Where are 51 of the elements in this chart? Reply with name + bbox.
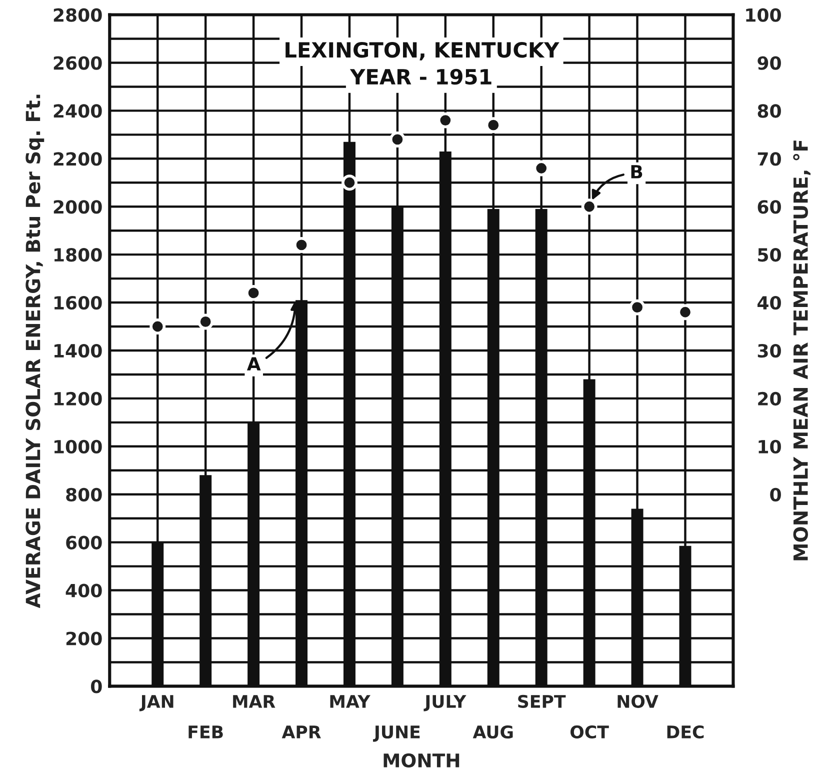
y-tick-label: 0 — [91, 680, 102, 694]
x-tick-label: AUG — [472, 725, 513, 739]
y-tick-label: 2600 — [54, 56, 102, 70]
y2-tick-label: 0 — [770, 488, 781, 502]
x-tick-label: SEPT — [518, 694, 566, 708]
y2-tick-label: 10 — [758, 440, 781, 454]
y-tick-label: 1400 — [54, 344, 102, 358]
y-tick-label: 1600 — [54, 296, 102, 310]
y-axis-title: AVERAGE DAILY SOLAR ENERGY, Btu Per Sq. Ft. — [26, 94, 44, 608]
x-tick-label: JULY — [424, 695, 466, 712]
annotation: B — [631, 165, 642, 178]
x-tick-label: JAN — [139, 695, 174, 712]
point — [629, 299, 646, 316]
y-tick-label: 400 — [66, 584, 102, 598]
x-tick-label: MAR — [233, 695, 276, 708]
point — [198, 314, 214, 330]
annotation: A — [246, 357, 261, 370]
x-tick-label: FEB — [188, 726, 223, 738]
y2-axis-title: MONTHLY MEAN AIR TEMPERATURE, °F — [793, 140, 810, 560]
y-tick-label: 200 — [66, 632, 102, 646]
y2-tick-label: 20 — [758, 392, 781, 406]
y-tick-label: 2400 — [54, 104, 102, 118]
y2-tick-label: 60 — [758, 200, 781, 214]
text: LEXINGTON, KENTUCKY — [286, 42, 560, 60]
y2-tick-label: 70 — [758, 152, 781, 166]
x-tick-label: MAY — [330, 695, 370, 708]
y2-tick-label: 50 — [758, 248, 781, 262]
x-tick-label: JUNE — [373, 726, 420, 742]
point — [389, 131, 406, 148]
y-tick-label: 1800 — [54, 248, 102, 262]
y-tick-label: 800 — [66, 488, 102, 502]
point — [150, 318, 166, 334]
y-tick-label: 2000 — [54, 200, 102, 214]
point — [581, 198, 598, 215]
text: YEAR - 1951 — [350, 68, 492, 85]
point — [342, 174, 358, 191]
x-tick-label: DEC — [667, 725, 704, 739]
y-tick-label: 600 — [66, 536, 102, 550]
y-tick-label: 2200 — [54, 152, 102, 166]
x-tick-label: NOV — [618, 694, 658, 708]
y2-tick-label: 80 — [758, 104, 781, 118]
y-tick-label: 1000 — [54, 440, 102, 454]
x-tick-label: APR — [282, 726, 321, 738]
x-tick-label: OCT — [570, 725, 609, 739]
x-axis-title: MONTH — [384, 753, 460, 768]
y2-tick-label: 40 — [758, 296, 781, 310]
y2-tick-label: 100 — [746, 8, 781, 22]
y2-tick-label: 90 — [758, 56, 781, 70]
y-tick-label: 1200 — [54, 392, 102, 406]
y-tick-label: 2800 — [54, 8, 102, 22]
y2-tick-label: 30 — [758, 344, 781, 358]
